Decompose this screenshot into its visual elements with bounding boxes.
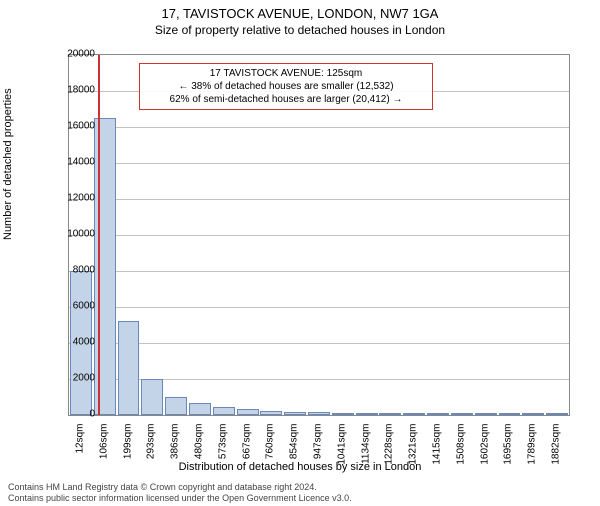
grid-line <box>69 271 569 272</box>
footer-line-2: Contains public sector information licen… <box>8 493 352 504</box>
grid-line <box>69 163 569 164</box>
x-tick-label: 199sqm <box>122 424 133 460</box>
y-tick-label: 8000 <box>45 265 95 276</box>
x-tick-label: 947sqm <box>313 424 324 460</box>
x-tick-label: 1415sqm <box>432 424 443 465</box>
x-tick-label: 1508sqm <box>455 424 466 465</box>
y-tick-label: 4000 <box>45 337 95 348</box>
property-marker-line <box>98 55 100 415</box>
bar <box>379 413 401 415</box>
bar <box>427 413 449 415</box>
bar <box>213 407 235 415</box>
annotation-line: 17 TAVISTOCK AVENUE: 125sqm <box>146 67 426 80</box>
bar <box>141 379 163 415</box>
y-tick-label: 18000 <box>45 85 95 96</box>
bar <box>237 409 259 415</box>
x-tick-label: 1321sqm <box>408 424 419 465</box>
footer-line-1: Contains HM Land Registry data © Crown c… <box>8 482 352 493</box>
annotation-box: 17 TAVISTOCK AVENUE: 125sqm← 38% of deta… <box>139 63 433 110</box>
x-tick-label: 293sqm <box>146 424 157 460</box>
bar <box>189 403 211 415</box>
x-tick-label: 1882sqm <box>551 424 562 465</box>
bar <box>356 413 378 415</box>
grid-line <box>69 127 569 128</box>
bar <box>546 413 568 415</box>
x-tick-label: 1789sqm <box>527 424 538 465</box>
y-tick-label: 16000 <box>45 121 95 132</box>
chart-title: 17, TAVISTOCK AVENUE, LONDON, NW7 1GA <box>0 6 600 21</box>
x-tick-label: 1228sqm <box>384 424 395 465</box>
x-tick-label: 1134sqm <box>360 424 371 464</box>
annotation-line: ← 38% of detached houses are smaller (12… <box>146 80 426 93</box>
bar <box>332 413 354 415</box>
x-tick-label: 480sqm <box>193 424 204 460</box>
bar <box>308 412 330 415</box>
x-tick-label: 854sqm <box>289 424 300 460</box>
y-tick-label: 0 <box>45 409 95 420</box>
bar <box>475 413 497 415</box>
grid-line <box>69 343 569 344</box>
bar <box>284 412 306 415</box>
plot-area: 17 TAVISTOCK AVENUE: 125sqm← 38% of deta… <box>68 54 570 416</box>
bar <box>451 413 473 415</box>
chart-container: 17, TAVISTOCK AVENUE, LONDON, NW7 1GA Si… <box>0 6 600 506</box>
grid-line <box>69 235 569 236</box>
x-tick-label: 1041sqm <box>336 424 347 465</box>
y-tick-label: 20000 <box>45 49 95 60</box>
grid-line <box>69 307 569 308</box>
bar <box>403 413 425 415</box>
grid-line <box>69 199 569 200</box>
chart-subtitle: Size of property relative to detached ho… <box>0 23 600 37</box>
x-tick-label: 760sqm <box>265 424 276 460</box>
bar <box>118 321 140 415</box>
y-tick-label: 6000 <box>45 301 95 312</box>
bar <box>499 413 521 415</box>
x-tick-label: 106sqm <box>98 424 109 460</box>
y-tick-label: 2000 <box>45 373 95 384</box>
x-tick-label: 386sqm <box>170 424 181 460</box>
bar <box>260 411 282 415</box>
x-tick-label: 1602sqm <box>479 424 490 465</box>
y-tick-label: 10000 <box>45 229 95 240</box>
x-tick-label: 12sqm <box>74 424 85 454</box>
bar <box>165 397 187 415</box>
y-tick-label: 14000 <box>45 157 95 168</box>
y-axis-title: Number of detached properties <box>2 88 14 240</box>
annotation-line: 62% of semi-detached houses are larger (… <box>146 93 426 106</box>
bar <box>522 413 544 415</box>
x-tick-label: 1695sqm <box>503 424 514 465</box>
x-tick-label: 573sqm <box>217 424 228 460</box>
x-tick-label: 667sqm <box>241 424 252 460</box>
footer-text: Contains HM Land Registry data © Crown c… <box>8 482 352 504</box>
y-tick-label: 12000 <box>45 193 95 204</box>
